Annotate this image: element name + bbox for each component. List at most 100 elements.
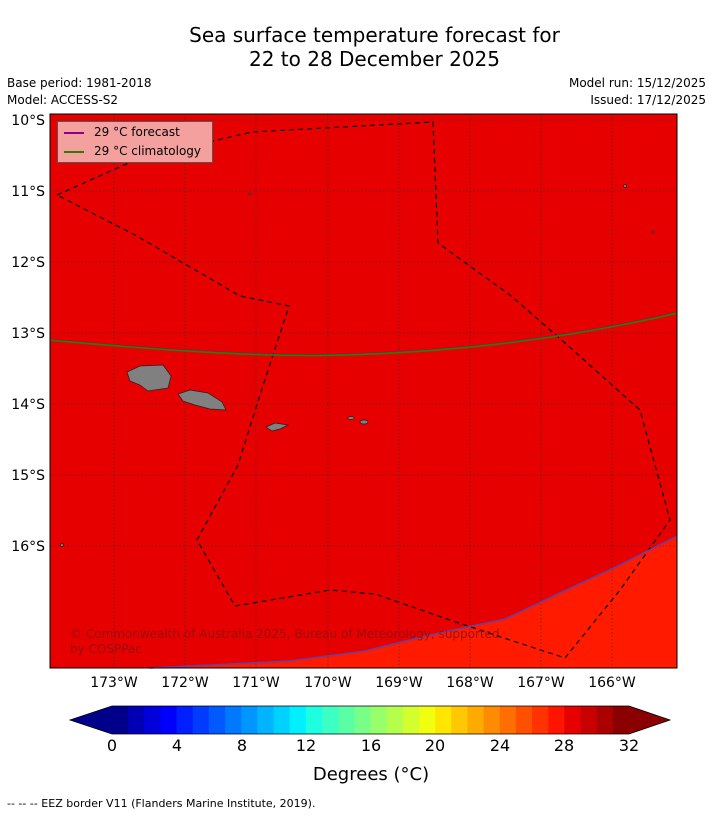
legend-forecast-label: 29 °C forecast <box>94 125 180 139</box>
map-frame <box>49 113 678 669</box>
colorbar-tick: 16 <box>361 736 381 755</box>
colorbar-segment <box>257 706 275 734</box>
copyright-line1: © Commonwealth of Australia 2025, Bureau… <box>70 627 500 641</box>
longitude-labels: 173°W 172°W 171°W 170°W 169°W 168°W 167°… <box>90 675 636 691</box>
model-name: Model: ACCESS-S2 <box>7 93 119 107</box>
colorbar-segment <box>370 706 388 734</box>
colorbar-units-label: Degrees (°C) <box>312 764 430 785</box>
colorbar-tick: 24 <box>490 736 510 755</box>
colorbar-segment <box>322 706 339 734</box>
issued-date: Issued: 17/12/2025 <box>590 93 706 107</box>
copyright-notice: © Commonwealth of Australia 2025, Bureau… <box>70 627 500 656</box>
latitude-labels: 10°S 11°S 12°S 13°S 14°S 15°S 16°S <box>11 113 45 555</box>
island-small-4 <box>60 543 64 547</box>
colorbar-segment <box>305 706 323 734</box>
map-legend: 29 °C forecast 29 °C climatology <box>57 121 213 163</box>
colorbar-segment <box>564 706 582 734</box>
colorbar-segment <box>548 706 565 734</box>
colorbar-segment <box>192 706 210 734</box>
copyright-line2: by COSPPac <box>70 642 142 656</box>
colorbar-segment <box>402 706 420 734</box>
island-upolu <box>177 389 227 411</box>
lon-label: 170°W <box>304 675 352 691</box>
colorbar-segment <box>144 706 161 734</box>
colorbar-segment <box>418 706 436 734</box>
climatology-29c-line <box>49 312 678 357</box>
island-tau <box>359 419 369 425</box>
colorbar-segment <box>499 706 517 734</box>
colorbar-tick: 0 <box>107 736 117 755</box>
lat-label: 12°S <box>11 255 45 271</box>
warm-ocean-region <box>150 536 677 668</box>
colorbar-segment <box>467 706 485 734</box>
legend-forecast-swatch <box>64 131 84 134</box>
colorbar-segment <box>176 706 194 734</box>
ocean-area <box>50 114 677 668</box>
colorbar-tick: 28 <box>554 736 574 755</box>
lon-label: 168°W <box>446 675 494 691</box>
colorbar-segment <box>580 706 598 734</box>
colorbar-frame <box>68 705 672 735</box>
colorbar-over-arrow <box>629 706 670 734</box>
colorbar-segment <box>612 706 630 734</box>
lat-label: 13°S <box>11 326 45 342</box>
lon-label: 172°W <box>161 675 209 691</box>
colorbar-segment <box>532 706 549 734</box>
map-grid <box>50 114 677 668</box>
legend-climatology-swatch <box>64 150 84 153</box>
island-tutuila <box>265 422 290 432</box>
legend-forecast: 29 °C forecast <box>64 124 180 140</box>
legend-climatology: 29 °C climatology <box>64 143 201 159</box>
colorbar-tick: 20 <box>425 736 445 755</box>
chart-title-line1: Sea surface temperature forecast for <box>189 23 560 47</box>
colorbar-ticks: 0 4 8 12 16 20 24 28 32 <box>107 736 639 755</box>
colorbar-tick: 32 <box>619 736 639 755</box>
lon-label: 169°W <box>375 675 423 691</box>
island-small-2 <box>651 230 655 234</box>
colorbar <box>68 705 672 735</box>
lat-label: 10°S <box>11 113 45 129</box>
colorbar-segment <box>338 706 355 734</box>
islands <box>60 184 655 547</box>
lat-label: 15°S <box>11 468 45 484</box>
colorbar-segment <box>160 706 178 734</box>
model-run: Model run: 15/12/2025 <box>568 76 706 90</box>
colorbar-segment <box>515 706 533 734</box>
lon-label: 171°W <box>232 675 280 691</box>
chart-title-line2: 22 to 28 December 2025 <box>248 47 500 71</box>
colorbar-segment <box>354 706 371 734</box>
eez-borders <box>55 121 671 659</box>
colorbar-segment <box>112 706 129 734</box>
colorbar-segment <box>208 706 226 734</box>
island-small-1 <box>623 184 627 188</box>
colorbar-segment <box>435 706 452 734</box>
lat-label: 16°S <box>11 539 45 555</box>
colorbar-segment <box>241 706 258 734</box>
colorbar-tick: 12 <box>296 736 316 755</box>
eez-footer-note: -- -- -- EEZ border V11 (Flanders Marine… <box>7 797 316 810</box>
lat-label: 11°S <box>11 184 45 200</box>
lon-label: 166°W <box>588 675 636 691</box>
forecast-29c-line-shadow <box>49 311 678 355</box>
base-period: Base period: 1981-2018 <box>7 76 152 90</box>
colorbar-segment <box>483 706 501 734</box>
colorbar-segment <box>128 706 145 734</box>
colorbar-segment <box>451 706 468 734</box>
lat-label: 14°S <box>11 397 45 413</box>
island-small-3 <box>248 192 252 196</box>
eez-border-samoa <box>55 121 671 659</box>
colorbar-tick: 8 <box>237 736 247 755</box>
forecast-29c-line <box>149 535 678 669</box>
legend-climatology-label: 29 °C climatology <box>94 144 202 158</box>
island-savaii <box>126 364 172 392</box>
colorbar-under-arrow <box>70 706 112 734</box>
island-ofu <box>347 416 355 420</box>
colorbar-tick: 4 <box>172 736 182 755</box>
lon-label: 167°W <box>517 675 565 691</box>
lon-label: 173°W <box>90 675 138 691</box>
colorbar-segment <box>273 706 291 734</box>
colorbar-segment <box>289 706 307 734</box>
colorbar-segment <box>225 706 242 734</box>
colorbar-segment <box>386 706 404 734</box>
